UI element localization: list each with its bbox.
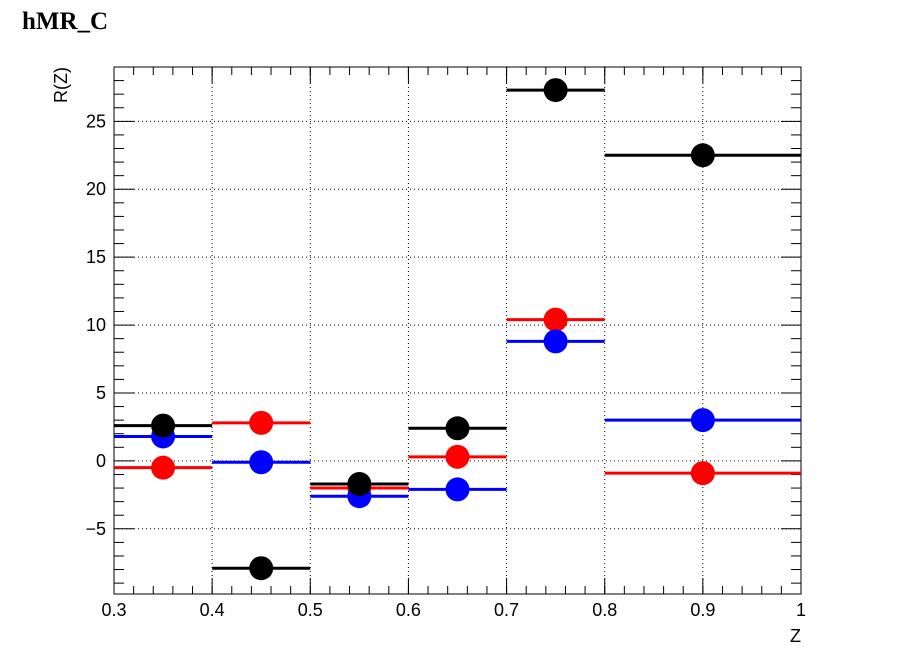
y-axis-label: R(Z) — [51, 67, 71, 103]
plot-frame — [113, 66, 802, 595]
data-marks — [114, 78, 801, 581]
x-tick-label: 0.3 — [101, 600, 126, 620]
data-point — [690, 461, 715, 486]
tick-labels: 0.3 0.4 0.5 0.6 0.7 0.8 0.9 1 −5 0 5 10 15 20 25 — [85, 111, 806, 620]
x-tick-label: 0.6 — [396, 600, 421, 620]
data-point — [543, 329, 568, 354]
data-point — [543, 78, 568, 103]
data-point — [151, 413, 176, 438]
x-tick-label: 1 — [796, 600, 806, 620]
x-tick-label: 0.4 — [200, 600, 225, 620]
data-point — [249, 410, 274, 435]
chart-title: hMR_C — [22, 8, 109, 35]
data-point — [151, 455, 176, 480]
data-point — [690, 143, 715, 168]
data-point — [249, 450, 274, 475]
y-tick-label: 10 — [86, 315, 106, 335]
grid-lines — [114, 67, 801, 594]
y-tick-label: 20 — [86, 179, 106, 199]
data-point — [445, 416, 470, 441]
data-point — [543, 307, 568, 332]
y-tick-label: −5 — [85, 519, 106, 539]
data-point — [445, 477, 470, 502]
x-tick-label: 0.5 — [298, 600, 323, 620]
x-tick-label: 0.8 — [592, 600, 617, 620]
data-point — [690, 408, 715, 433]
y-tick-label: 15 — [86, 247, 106, 267]
x-axis-label: Z — [790, 626, 801, 646]
data-point — [445, 444, 470, 469]
y-tick-label: 5 — [96, 383, 106, 403]
y-tick-label: 0 — [96, 451, 106, 471]
data-point — [347, 471, 372, 496]
y-tick-label: 25 — [86, 111, 106, 131]
x-tick-label: 0.9 — [690, 600, 715, 620]
data-point — [249, 556, 274, 581]
x-tick-label: 0.7 — [494, 600, 519, 620]
